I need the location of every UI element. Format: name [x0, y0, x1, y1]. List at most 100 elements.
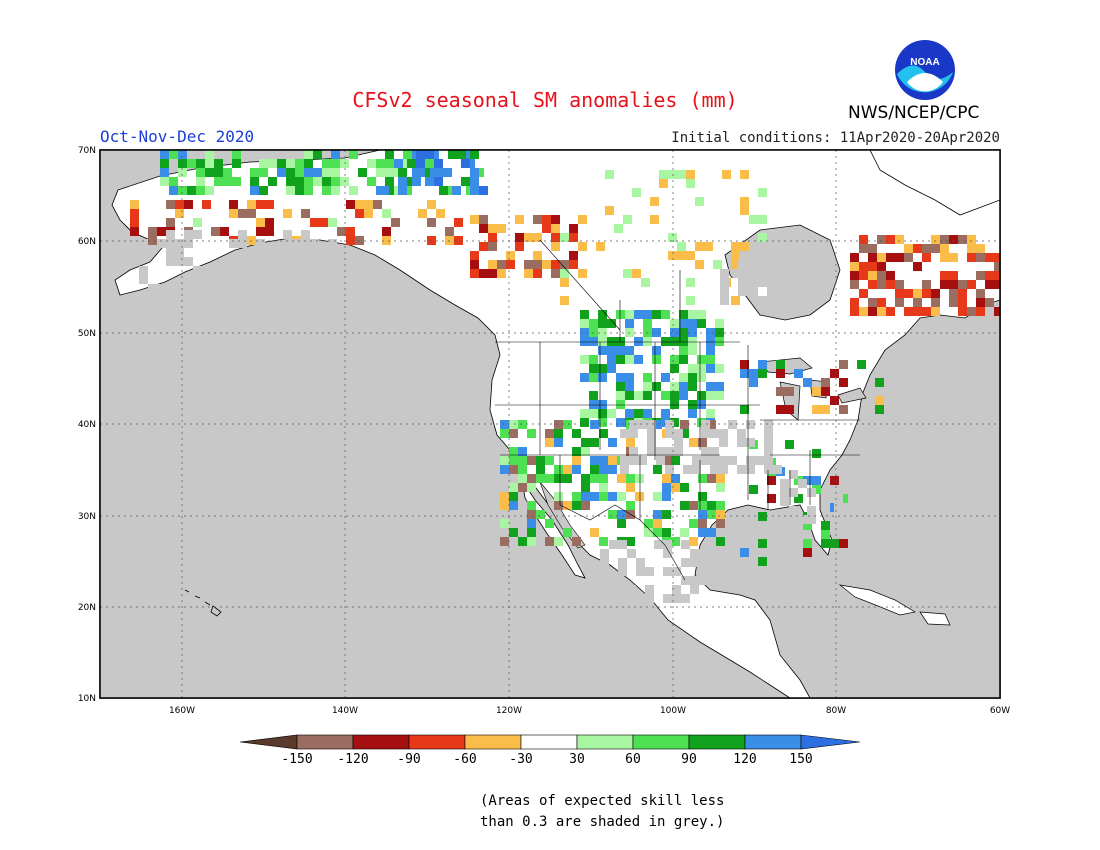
lon-label: 140W	[332, 706, 358, 716]
skill-mask-cell	[789, 470, 798, 479]
anomaly-cell	[599, 483, 608, 492]
colorbar-label: 60	[625, 752, 641, 767]
anomaly-cell	[749, 378, 758, 387]
anomaly-cell	[398, 177, 407, 186]
anomaly-cell	[670, 391, 679, 400]
anomaly-cell	[403, 177, 412, 186]
anomaly-cell	[715, 382, 724, 391]
anomaly-cell	[616, 355, 625, 364]
anomaly-cell	[625, 355, 634, 364]
anomaly-cell	[688, 328, 697, 337]
anomaly-cell	[803, 521, 812, 530]
skill-mask-cell	[627, 585, 636, 594]
skill-mask-cell	[319, 275, 328, 284]
anomaly-cell	[509, 456, 518, 465]
anomaly-cell	[232, 150, 241, 159]
anomaly-cell	[913, 298, 922, 307]
anomaly-cell	[695, 242, 704, 251]
lon-label: 60W	[990, 706, 1010, 716]
skill-mask-cell	[328, 284, 337, 293]
anomaly-cell	[488, 224, 497, 233]
skill-mask-cell	[747, 260, 756, 269]
anomaly-cell	[616, 310, 625, 319]
anomaly-cell	[542, 224, 551, 233]
skill-mask-cell	[807, 506, 816, 515]
anomaly-cell	[563, 420, 572, 429]
anomaly-cell	[322, 177, 331, 186]
skill-mask-cell	[665, 465, 674, 474]
anomaly-cell	[599, 474, 608, 483]
anomaly-cell	[635, 492, 644, 501]
anomaly-cell	[668, 170, 677, 179]
skill-mask-cell	[274, 266, 283, 275]
anomaly-cell	[607, 319, 616, 328]
skill-mask-cell	[193, 266, 202, 275]
anomaly-cell	[416, 150, 425, 159]
skill-mask-cell	[663, 540, 672, 549]
skill-mask-cell	[780, 479, 789, 488]
anomaly-cell	[922, 289, 931, 298]
anomaly-cell	[661, 373, 670, 382]
anomaly-cell	[160, 150, 169, 159]
anomaly-cell	[877, 271, 886, 280]
anomaly-cell	[250, 177, 259, 186]
anomaly-cell	[461, 159, 470, 168]
anomaly-cell	[839, 378, 848, 387]
anomaly-cell	[589, 391, 598, 400]
skill-mask-cell	[756, 278, 765, 287]
anomaly-cell	[563, 528, 572, 537]
anomaly-cell	[949, 253, 958, 262]
skill-mask-cell	[690, 558, 699, 567]
anomaly-cell	[643, 409, 652, 418]
anomaly-cell	[536, 474, 545, 483]
anomaly-cell	[178, 159, 187, 168]
anomaly-cell	[376, 168, 385, 177]
colorbar-label: -30	[509, 752, 532, 767]
skill-mask-cell	[130, 239, 139, 248]
skill-mask-cell	[834, 497, 843, 506]
anomaly-cell	[716, 537, 725, 546]
anomaly-cell	[205, 159, 214, 168]
anomaly-cell	[551, 224, 560, 233]
skill-mask-cell	[157, 239, 166, 248]
anomaly-cell	[599, 537, 608, 546]
forecast-period: Oct-Nov-Dec 2020	[100, 127, 255, 146]
anomaly-cell	[697, 400, 706, 409]
anomaly-cell	[470, 260, 479, 269]
anomaly-cell	[859, 262, 868, 271]
anomaly-cell	[821, 378, 830, 387]
anomaly-cell	[632, 251, 641, 260]
skill-mask-cell	[247, 266, 256, 275]
anomaly-cell	[740, 170, 749, 179]
anomaly-cell	[454, 236, 463, 245]
anomaly-cell	[913, 289, 922, 298]
anomaly-cell	[679, 373, 688, 382]
anomaly-cell	[536, 456, 545, 465]
skill-mask-cell	[629, 429, 638, 438]
anomaly-cell	[205, 150, 214, 159]
anomaly-cell	[839, 405, 848, 414]
anomaly-cell	[598, 319, 607, 328]
anomaly-cell	[322, 168, 331, 177]
anomaly-cell	[256, 200, 265, 209]
anomaly-cell	[524, 233, 533, 242]
anomaly-cell	[686, 251, 695, 260]
anomaly-cell	[590, 456, 599, 465]
anomaly-cell	[679, 391, 688, 400]
political-boundaries	[495, 239, 860, 581]
anomaly-cell	[994, 253, 1000, 262]
anomaly-cell	[265, 200, 274, 209]
skill-mask-cell	[238, 266, 247, 275]
anomaly-cell	[563, 501, 572, 510]
skill-mask-cell	[738, 269, 747, 278]
anomaly-cell	[707, 474, 716, 483]
anomaly-cell	[643, 328, 652, 337]
anomaly-cell	[277, 168, 286, 177]
anomaly-cell	[187, 186, 196, 195]
anomaly-cell	[731, 278, 740, 287]
skill-mask-cell	[256, 293, 265, 302]
skill-mask-cell	[738, 287, 747, 296]
anomaly-cell	[130, 227, 139, 236]
anomaly-cell	[509, 447, 518, 456]
anomaly-cell	[821, 387, 830, 396]
